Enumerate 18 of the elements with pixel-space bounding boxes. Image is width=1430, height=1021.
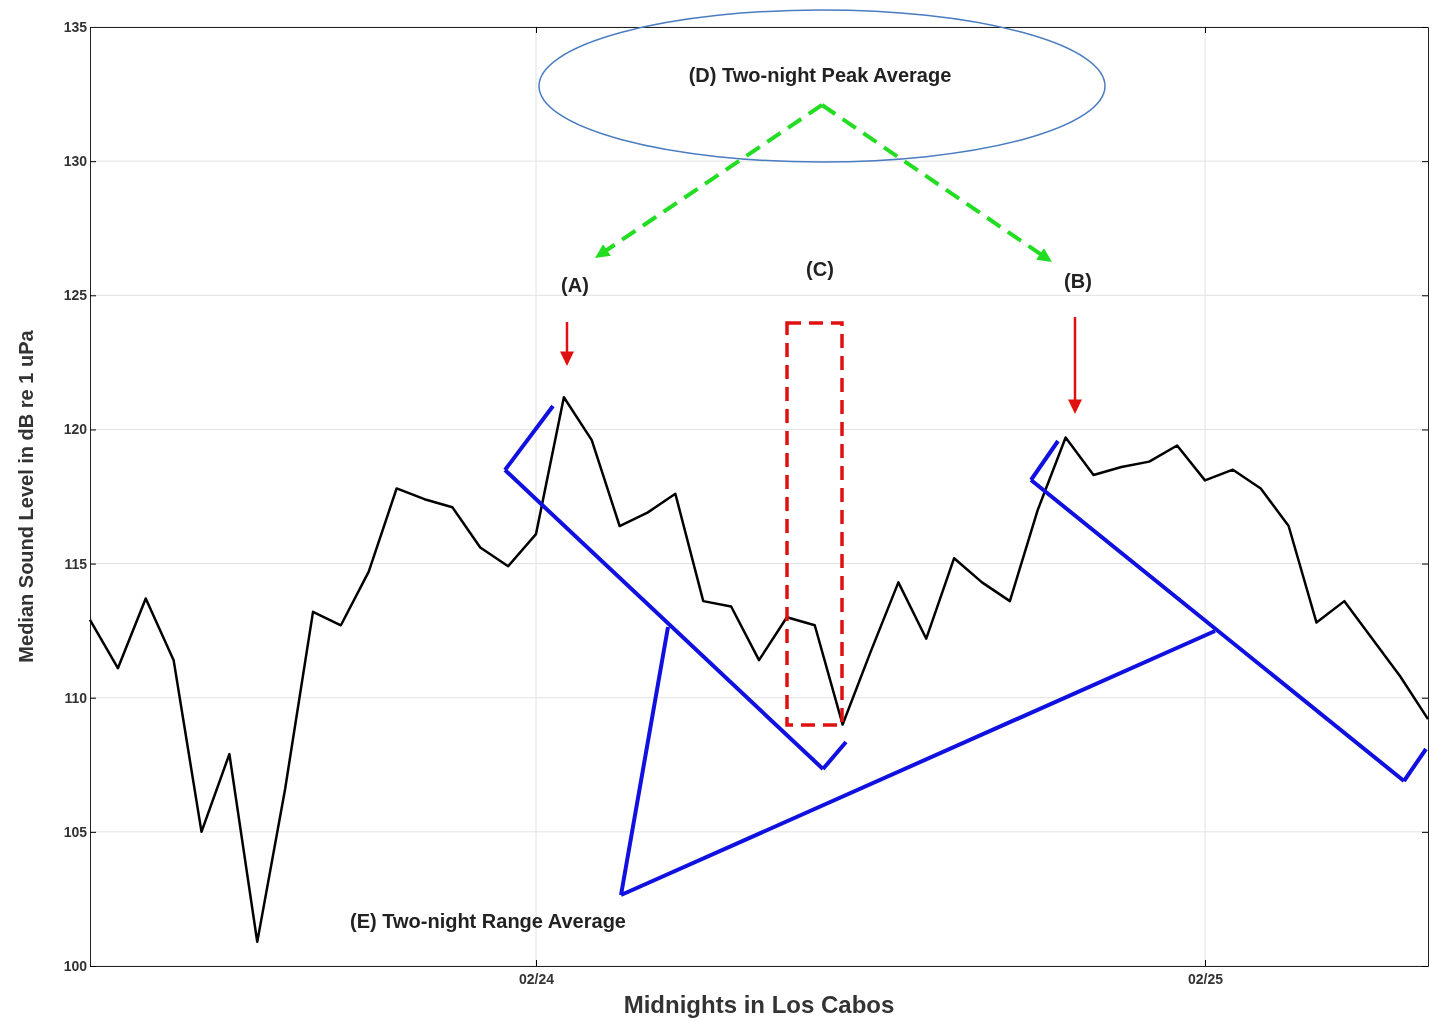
- y-tick-label: 110: [64, 689, 88, 706]
- y-tick-label: 130: [63, 153, 88, 170]
- annotation: (A): [561, 274, 589, 296]
- annotation: (C): [806, 258, 834, 280]
- y-tick-label: 120: [63, 421, 88, 438]
- y-tick-label: 105: [63, 823, 88, 840]
- annotation: (B): [1064, 270, 1092, 292]
- y-tick-label: 115: [64, 555, 88, 572]
- x-tick-label: 02/25: [1187, 971, 1224, 988]
- line-series: [88, 395, 1430, 944]
- annotation: (E) Two-night Range Average: [350, 910, 626, 932]
- y-axis-title: Median Sound Level in dB re 1 uPa: [15, 329, 37, 663]
- y-tick-label: 100: [63, 957, 88, 974]
- y-tick-label: 135: [63, 18, 88, 35]
- y-tick-label: 125: [63, 287, 88, 304]
- x-axis-title: Midnights in Los Cabos: [623, 991, 895, 1018]
- annotation: (D) Two-night Peak Average: [688, 64, 952, 86]
- x-tick-label: 02/24: [518, 971, 555, 988]
